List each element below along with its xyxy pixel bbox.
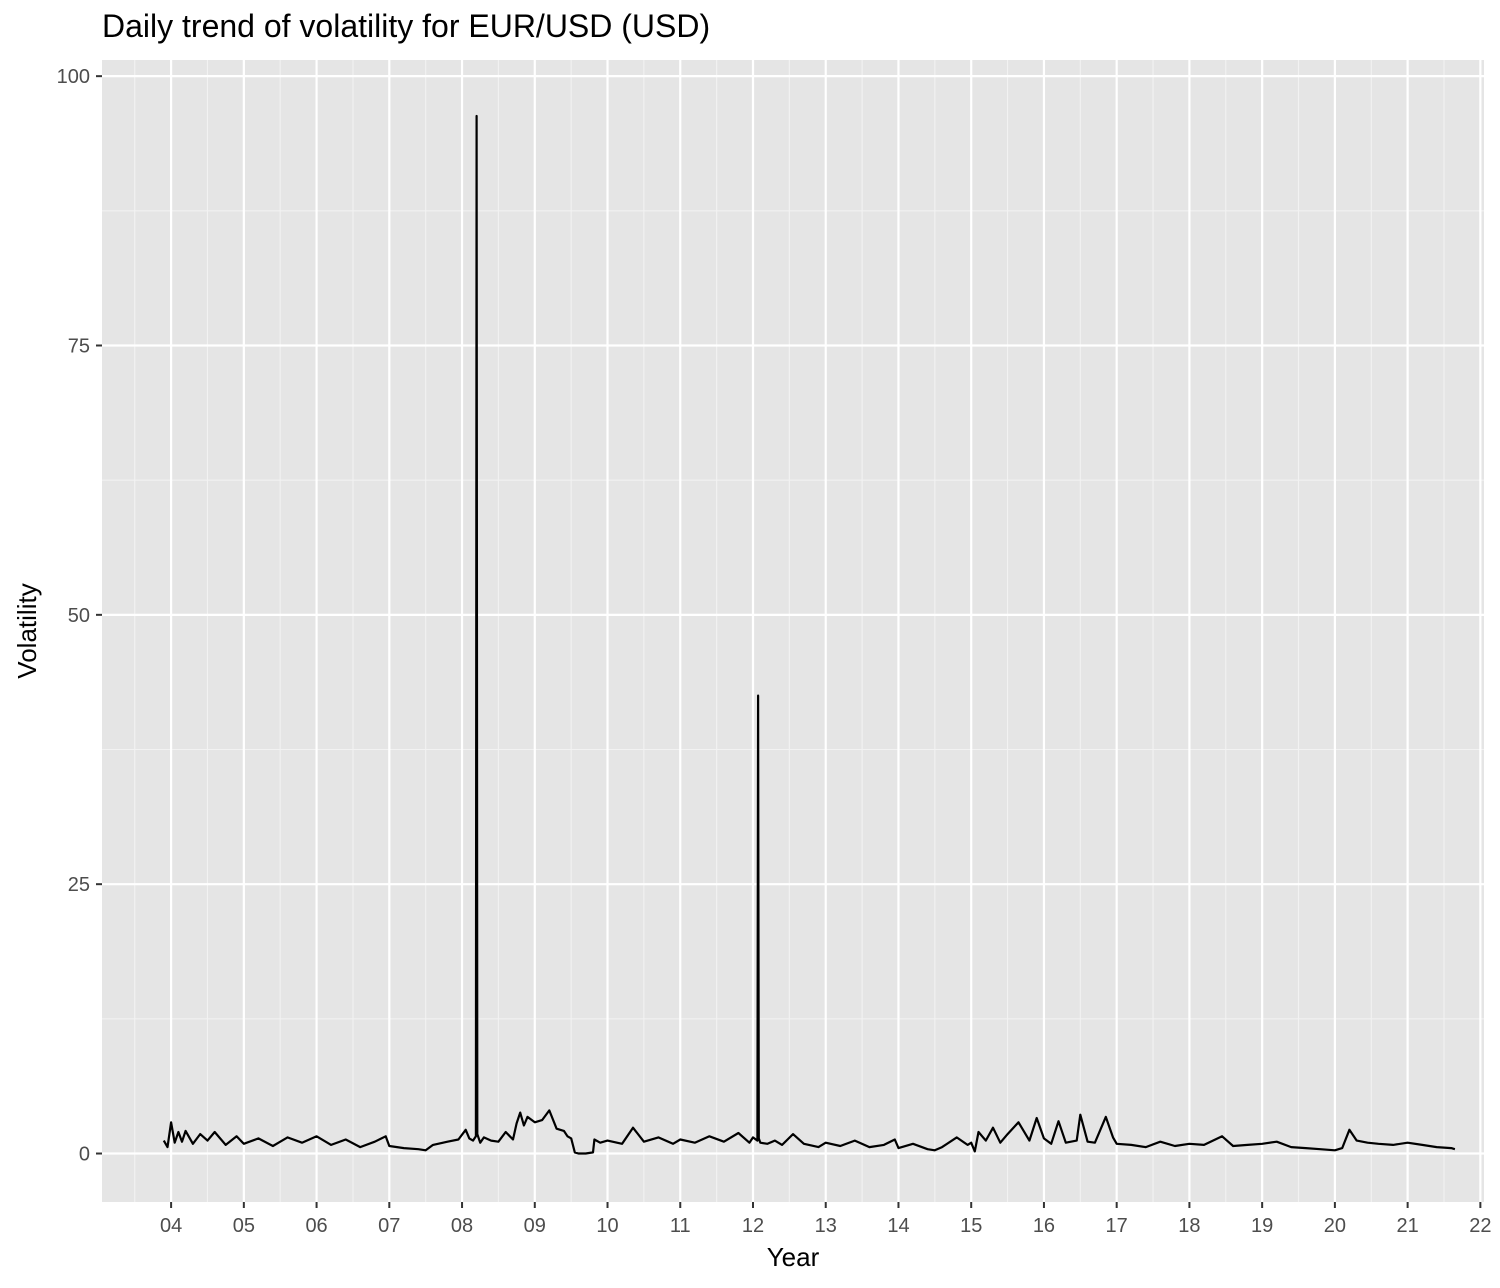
x-tick-label: 07 [378,1215,400,1237]
x-tick-label: 21 [1397,1215,1419,1237]
x-tick-label: 11 [670,1215,691,1237]
x-tick-label: 06 [305,1215,327,1237]
x-tick-label: 08 [451,1215,473,1237]
x-axis: 04 05 06 07 08 09 10 11 12 13 14 15 16 17 18 19 20 21 22 [160,1202,1491,1237]
chart-title: Daily trend of volatility for EUR/USD (U… [102,8,711,44]
x-tick-label: 20 [1324,1215,1346,1237]
x-tick-label: 15 [960,1215,982,1237]
y-tick-label: 75 [68,336,90,358]
x-tick-label: 16 [1033,1215,1055,1237]
x-tick-label: 14 [887,1215,909,1237]
grid-major [102,60,1484,1202]
x-tick-label: 04 [160,1215,182,1237]
x-tick-label: 05 [233,1215,255,1237]
x-tick-label: 19 [1251,1215,1273,1237]
x-tick-label: 22 [1469,1215,1491,1237]
y-tick-label: 100 [57,66,90,88]
y-axis: 0 25 50 75 100 [57,66,102,1166]
grid-minor [102,60,1484,1202]
x-axis-title: Year [767,1242,820,1272]
x-tick-label: 12 [742,1215,764,1237]
x-tick-label: 10 [596,1215,618,1237]
x-tick-label: 13 [815,1215,837,1237]
x-tick-label: 18 [1178,1215,1200,1237]
volatility-series-line [162,114,1456,1155]
y-axis-title: Volatility [12,583,42,678]
x-tick-label: 17 [1106,1215,1128,1237]
y-tick-label: 50 [68,605,90,627]
y-tick-label: 25 [68,874,90,896]
plot-panel [102,60,1484,1202]
y-tick-label: 0 [79,1144,90,1166]
x-tick-label: 09 [524,1215,546,1237]
